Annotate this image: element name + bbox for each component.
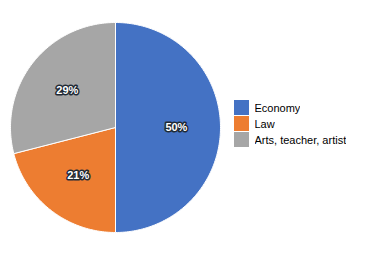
html-text:Arts, teacher, artist: Arts, teacher, artist — [254, 133, 347, 146]
svg-text:29%: 29% — [56, 84, 78, 96]
svg-text:21%: 21% — [67, 169, 89, 181]
html-text:Law: Law — [254, 117, 275, 130]
svg-text:50%: 50% — [165, 121, 187, 133]
html-text:Economy: Economy — [254, 101, 301, 114]
